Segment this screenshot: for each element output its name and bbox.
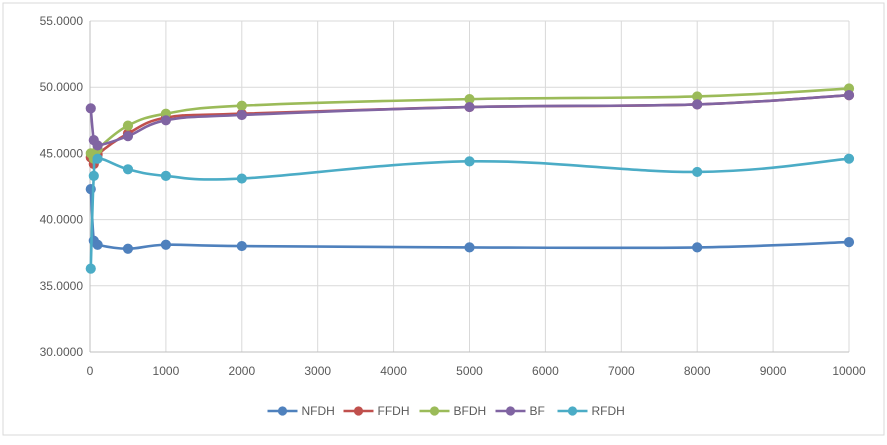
data-point-rfdh xyxy=(122,164,134,175)
data-point-rfdh xyxy=(692,166,703,178)
data-point-rfdh xyxy=(236,173,247,184)
data-point-rfdh xyxy=(85,263,96,274)
data-point-nfdh xyxy=(122,243,134,254)
legend-item-bfdh: BFDH xyxy=(419,404,487,418)
data-point-bf xyxy=(236,109,247,121)
data-point-bf xyxy=(692,99,703,110)
series-group xyxy=(85,83,855,274)
data-point-nfdh xyxy=(464,242,475,253)
series-bf xyxy=(85,90,855,151)
data-point-nfdh xyxy=(160,239,171,250)
legend-item-rfdh: RFDH xyxy=(557,404,625,418)
x-tick-label: 4000 xyxy=(380,364,407,378)
data-point-nfdh xyxy=(92,239,103,250)
data-point-rfdh xyxy=(464,156,475,167)
data-point-nfdh xyxy=(236,240,247,252)
data-point-bfdh xyxy=(236,100,247,111)
legend-swatch-marker xyxy=(353,406,364,416)
legend-label: RFDH xyxy=(592,404,625,418)
data-point-bf xyxy=(122,131,134,142)
y-tick-label: 45.0000 xyxy=(40,146,84,160)
y-tick-label: 35.0000 xyxy=(40,279,84,293)
data-point-nfdh xyxy=(692,242,703,253)
data-point-rfdh xyxy=(843,153,855,164)
x-tick-label: 2000 xyxy=(228,364,255,378)
x-tick-label: 1000 xyxy=(153,364,180,378)
data-point-bf xyxy=(160,115,171,126)
legend-swatch-marker xyxy=(505,406,516,416)
x-tick-label: 9000 xyxy=(760,364,787,378)
x-tick-label: 10000 xyxy=(832,364,866,378)
legend: NFDH FFDH BFDH BF RFDH xyxy=(267,404,625,418)
legend-swatch-marker xyxy=(429,406,440,416)
data-point-bf xyxy=(843,90,855,101)
legend-item-ffdh: FFDH xyxy=(343,404,410,418)
x-tick-label: 5000 xyxy=(456,364,483,378)
legend-label: BFDH xyxy=(454,404,487,418)
data-point-bf xyxy=(92,140,103,151)
legend-item-nfdh: NFDH xyxy=(267,404,335,418)
x-tick-label: 6000 xyxy=(532,364,559,378)
x-tick-label: 3000 xyxy=(304,364,331,378)
y-tick-label: 55.0000 xyxy=(40,14,84,28)
data-point-bfdh xyxy=(122,120,134,131)
x-tick-label: 7000 xyxy=(608,364,635,378)
y-tick-label: 40.0000 xyxy=(40,213,84,227)
series-rfdh xyxy=(85,153,855,274)
legend-label: BF xyxy=(530,404,545,418)
data-point-bf xyxy=(464,101,475,113)
x-tick-label: 8000 xyxy=(684,364,711,378)
data-point-rfdh xyxy=(92,153,103,164)
y-tick-label: 50.0000 xyxy=(40,80,84,94)
legend-item-bf: BF xyxy=(495,404,545,418)
data-point-nfdh xyxy=(843,237,855,248)
x-tick-label: 0 xyxy=(87,364,94,378)
legend-swatch-marker xyxy=(567,406,578,416)
legend-label: NFDH xyxy=(302,404,335,418)
legend-label: FFDH xyxy=(378,404,410,418)
chart-border xyxy=(2,2,885,436)
y-tick-label: 30.0000 xyxy=(40,345,84,359)
data-point-rfdh xyxy=(160,170,171,182)
data-point-bf xyxy=(85,103,96,114)
axes: 0 1000 2000 3000 4000 5000 6000 7000 8000 9000 100… xyxy=(40,14,866,378)
data-point-rfdh xyxy=(88,170,99,182)
legend-swatch-marker xyxy=(277,406,288,416)
